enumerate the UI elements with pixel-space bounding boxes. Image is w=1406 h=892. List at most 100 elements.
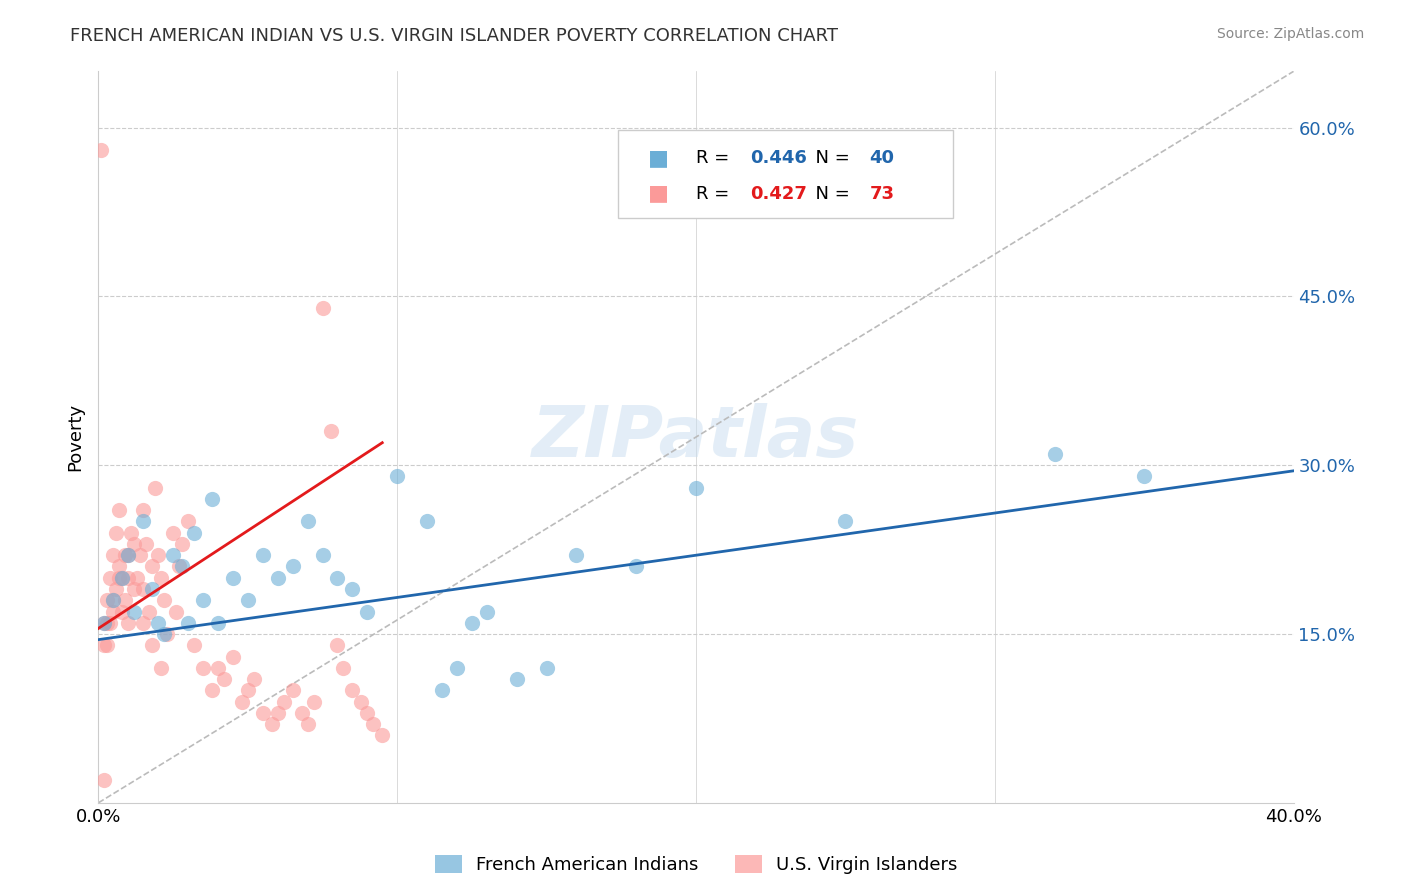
Point — [222, 649, 245, 664]
Point — [114, 548, 136, 562]
Point — [141, 559, 163, 574]
Point — [148, 548, 170, 562]
Point — [172, 559, 194, 574]
Point — [207, 615, 229, 630]
Point — [167, 559, 190, 574]
Point — [356, 706, 378, 720]
Point — [201, 683, 224, 698]
Text: 0.446: 0.446 — [749, 149, 807, 167]
Text: ■: ■ — [648, 148, 669, 168]
Point — [124, 582, 146, 596]
Point — [506, 672, 529, 686]
Point — [132, 615, 155, 630]
Point — [117, 615, 139, 630]
Point — [177, 615, 200, 630]
Point — [311, 548, 333, 562]
Point — [111, 571, 134, 585]
Text: 0.427: 0.427 — [749, 185, 807, 202]
Point — [385, 469, 409, 483]
Point — [201, 491, 224, 506]
Point — [108, 571, 131, 585]
Point — [281, 559, 304, 574]
Point — [212, 672, 235, 686]
Point — [172, 537, 194, 551]
Point — [1133, 469, 1156, 483]
Point — [100, 571, 122, 585]
Point — [260, 717, 283, 731]
Point — [108, 503, 131, 517]
Point — [243, 672, 266, 686]
Point — [267, 706, 290, 720]
Text: R =: R = — [696, 185, 735, 202]
Point — [120, 525, 142, 540]
Point — [177, 515, 200, 529]
Point — [141, 638, 163, 652]
Text: Source: ZipAtlas.com: Source: ZipAtlas.com — [1216, 27, 1364, 41]
Point — [153, 627, 176, 641]
Point — [162, 525, 184, 540]
Point — [135, 537, 157, 551]
Point — [326, 571, 349, 585]
Point — [132, 515, 155, 529]
Point — [93, 615, 115, 630]
Point — [565, 548, 588, 562]
Point — [626, 559, 648, 574]
Point — [236, 683, 259, 698]
Point — [150, 661, 173, 675]
Point — [105, 525, 128, 540]
Text: ■: ■ — [648, 184, 669, 203]
Point — [138, 605, 160, 619]
Point — [103, 605, 125, 619]
Point — [124, 605, 146, 619]
Point — [93, 773, 115, 788]
Point — [148, 615, 170, 630]
Point — [536, 661, 558, 675]
Point — [231, 694, 253, 708]
Point — [446, 661, 468, 675]
Point — [117, 548, 139, 562]
Point — [111, 605, 134, 619]
Point — [114, 593, 136, 607]
Point — [267, 571, 290, 585]
Text: FRENCH AMERICAN INDIAN VS U.S. VIRGIN ISLANDER POVERTY CORRELATION CHART: FRENCH AMERICAN INDIAN VS U.S. VIRGIN IS… — [70, 27, 838, 45]
Point — [311, 301, 333, 315]
Point — [105, 582, 128, 596]
Point — [297, 515, 319, 529]
Point — [103, 548, 125, 562]
Point — [321, 425, 343, 439]
Point — [207, 661, 229, 675]
Point — [302, 694, 325, 708]
Text: 73: 73 — [869, 185, 894, 202]
Point — [1043, 447, 1066, 461]
Point — [117, 548, 139, 562]
Point — [156, 627, 179, 641]
Point — [252, 706, 274, 720]
Point — [236, 593, 259, 607]
Point — [191, 661, 214, 675]
Text: 40: 40 — [869, 149, 894, 167]
Point — [141, 582, 163, 596]
Point — [153, 593, 176, 607]
Point — [356, 605, 378, 619]
Point — [273, 694, 295, 708]
Point — [461, 615, 484, 630]
Point — [132, 582, 155, 596]
Point — [129, 548, 152, 562]
Point — [108, 559, 131, 574]
Point — [103, 593, 125, 607]
Point — [100, 615, 122, 630]
Point — [111, 571, 134, 585]
Point — [183, 638, 205, 652]
Point — [162, 548, 184, 562]
Point — [96, 615, 118, 630]
Text: ZIPatlas: ZIPatlas — [533, 402, 859, 472]
Point — [93, 615, 115, 630]
Point — [96, 638, 118, 652]
Point — [371, 728, 394, 742]
Point — [252, 548, 274, 562]
Point — [281, 683, 304, 698]
Point — [342, 582, 364, 596]
Text: R =: R = — [696, 149, 735, 167]
Point — [222, 571, 245, 585]
Point — [183, 525, 205, 540]
